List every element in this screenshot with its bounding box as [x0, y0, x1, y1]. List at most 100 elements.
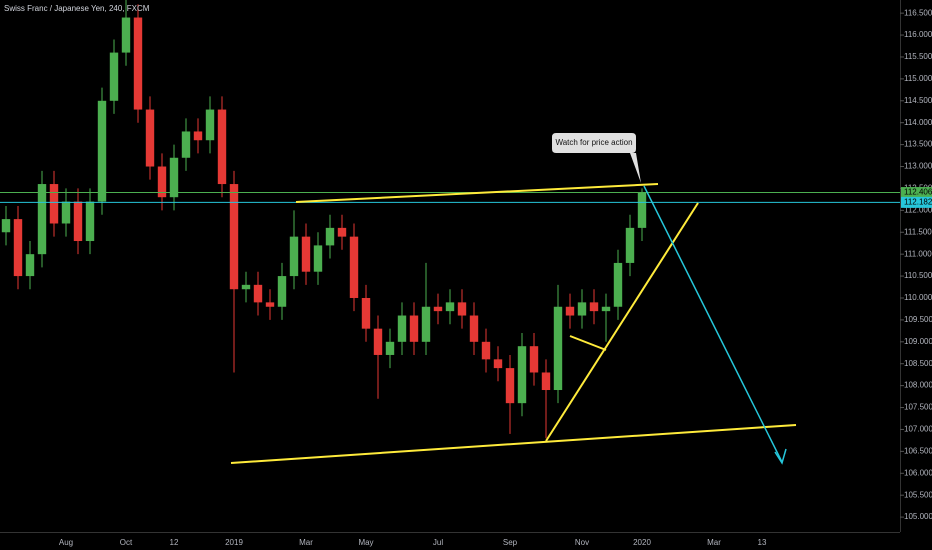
candle-body [529, 346, 539, 373]
candle-body [325, 227, 335, 246]
trend-line [230, 424, 797, 464]
y-tick-label: 105.500 [904, 490, 932, 499]
callout-box [552, 133, 641, 183]
candle-body [313, 245, 323, 272]
x-tick-label: Mar [707, 538, 721, 547]
candle-body [73, 201, 83, 242]
x-tick-label: Jul [433, 538, 443, 547]
candle-body [517, 346, 527, 404]
candle-body [433, 306, 443, 312]
candle-body [217, 109, 227, 185]
candle-body [301, 236, 311, 272]
x-tick-label: May [358, 538, 373, 547]
y-tick-label: 113.500 [904, 140, 932, 149]
price-label-box [901, 187, 932, 199]
x-tick-label: Aug [59, 538, 73, 547]
annotation: Watch for price action [555, 138, 632, 147]
x-tick-label: Nov [575, 538, 589, 547]
candle-body [25, 254, 35, 277]
candle-body [37, 184, 47, 255]
y-tick-label: 111.000 [904, 249, 932, 258]
candle-body [637, 192, 647, 228]
y-tick-label: 115.000 [904, 74, 932, 83]
y-tick-label: 107.500 [904, 403, 932, 412]
candle-body [505, 368, 515, 404]
price-label: 112.406 [904, 188, 932, 197]
y-tick-label: 108.500 [904, 359, 932, 368]
candle-body [121, 17, 131, 53]
candle-body [565, 306, 575, 316]
y-tick-label: 115.500 [904, 52, 932, 61]
y-tick-label: 114.500 [904, 96, 932, 105]
candle-body [469, 315, 479, 342]
drawings: Watch for price action [230, 133, 797, 465]
x-tick-label: 12 [170, 538, 179, 547]
trend-line [295, 183, 659, 203]
projection-arrow [643, 185, 783, 463]
candle-body [277, 276, 287, 307]
y-tick-label: 116.500 [904, 8, 932, 17]
candle-body [13, 219, 23, 277]
x-tick-label: 13 [758, 538, 767, 547]
price-label: 112.182 [904, 197, 932, 206]
candle-body [541, 372, 551, 391]
candle-body [193, 131, 203, 141]
candle-body [253, 284, 263, 303]
y-tick-label: 108.000 [904, 381, 932, 390]
candle-body [229, 184, 239, 290]
x-tick-label: Oct [120, 538, 133, 547]
candle-body [577, 302, 587, 316]
candle-body [613, 262, 623, 307]
y-tick-label: 106.500 [904, 446, 932, 455]
candle-body [493, 359, 503, 369]
candle-body [373, 328, 383, 355]
candle-body [265, 302, 275, 307]
candle-body [337, 227, 347, 237]
y-tick-label: 109.000 [904, 337, 932, 346]
candle-body [385, 341, 395, 355]
candle-body [1, 219, 11, 233]
candle-body [361, 297, 371, 329]
candle-body [97, 100, 107, 202]
candle-body [133, 17, 143, 110]
candle-body [49, 184, 59, 224]
y-tick-label: 116.000 [904, 30, 932, 39]
x-tick-label: 2020 [633, 538, 651, 547]
candle-body [397, 315, 407, 342]
y-tick-label: 113.000 [904, 162, 932, 171]
x-tick-label: Mar [299, 538, 313, 547]
candle-body [481, 341, 491, 360]
y-tick-label: 110.000 [904, 293, 932, 302]
candle-body [109, 52, 119, 101]
candle-body [169, 157, 179, 198]
trend-line [569, 335, 607, 351]
arrow-head [774, 448, 787, 465]
candle-body [625, 227, 635, 263]
candle-body [553, 306, 563, 391]
x-tick-label: Sep [503, 538, 518, 547]
candle-body [349, 236, 359, 298]
candle-body [205, 109, 215, 141]
plot-area [0, 0, 900, 439]
candle-body [409, 315, 419, 342]
chart-title: Swiss Franc / Japanese Yen, 240, FXCM [4, 4, 150, 13]
candle-body [181, 131, 191, 158]
candle-body [589, 302, 599, 312]
y-tick-label: 105.000 [904, 512, 932, 521]
y-tick-label: 106.000 [904, 468, 932, 477]
candle-body [457, 302, 467, 316]
candle-body [445, 302, 455, 312]
y-tick-label: 114.000 [904, 118, 932, 127]
price-label-box [901, 196, 932, 208]
y-tick-label: 109.500 [904, 315, 932, 324]
y-tick-label: 111.500 [904, 227, 932, 236]
candle-body [421, 306, 431, 342]
candle-body [145, 109, 155, 167]
candle-body [85, 201, 95, 242]
y-tick-label: 107.000 [904, 425, 932, 434]
candle-body [289, 236, 299, 277]
candle-body [601, 306, 611, 312]
candle-body [61, 201, 71, 224]
